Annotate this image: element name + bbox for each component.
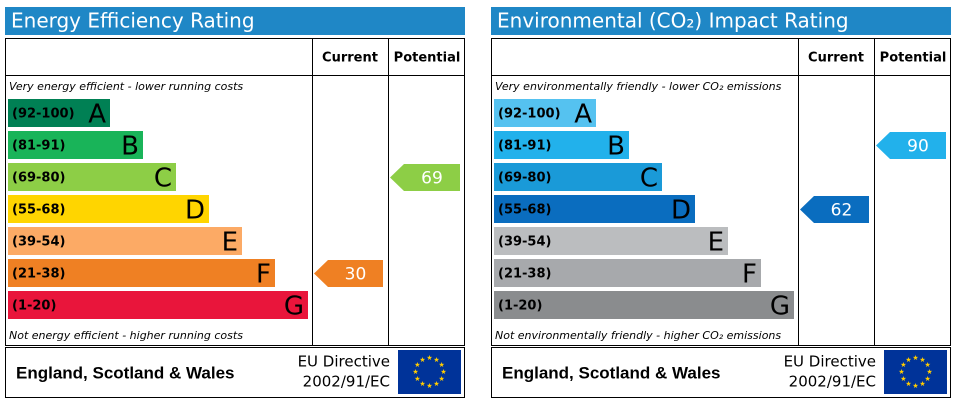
eu-star: ★	[900, 361, 906, 369]
eu-star: ★	[912, 382, 918, 390]
band-range: (39-54)	[12, 235, 65, 250]
band-letter: D	[185, 196, 205, 226]
band-letter: G	[284, 292, 304, 322]
footer-directive: EU Directive	[298, 353, 390, 371]
band-range: (39-54)	[498, 235, 551, 250]
rating-band	[494, 99, 596, 127]
eu-star: ★	[438, 375, 444, 383]
eu-star: ★	[924, 375, 930, 383]
rating-band	[8, 163, 176, 191]
band-range: (21-38)	[498, 267, 551, 282]
band-letter: A	[574, 100, 592, 130]
title-bar	[5, 7, 465, 35]
eu-star: ★	[438, 361, 444, 369]
band-letter: D	[671, 196, 691, 226]
band-range: (1-20)	[498, 299, 542, 314]
rating-arrow	[800, 196, 869, 223]
panel-title: Energy Efficiency Rating	[11, 9, 255, 33]
band-range: (55-68)	[12, 203, 65, 218]
rating-band	[8, 195, 209, 223]
eu-star: ★	[414, 375, 420, 383]
footer-frame	[5, 347, 465, 398]
eu-star: ★	[426, 354, 432, 362]
title-bar	[491, 7, 951, 35]
band-letter: A	[88, 100, 106, 130]
eu-star: ★	[419, 380, 425, 388]
eu-star: ★	[926, 368, 932, 376]
rating-value: 62	[831, 201, 853, 221]
rating-band	[8, 259, 275, 287]
rating-value: 69	[421, 169, 443, 189]
rating-band	[494, 131, 629, 159]
eu-star: ★	[419, 356, 425, 364]
rating-arrow	[314, 260, 383, 287]
eu-star: ★	[919, 356, 925, 364]
band-letter: C	[640, 164, 658, 194]
rating-band	[8, 131, 143, 159]
eu-star: ★	[433, 380, 439, 388]
rating-arrow	[876, 132, 946, 159]
panel-title: Environmental (CO₂) Impact Rating	[497, 9, 849, 33]
band-letter: F	[256, 260, 271, 290]
footer-directive: EU Directive	[784, 353, 876, 371]
band-range: (92-100)	[498, 107, 561, 122]
bottom-note: Not energy efficient - higher running co…	[9, 329, 243, 342]
col-header: Potential	[394, 51, 461, 66]
eu-star: ★	[426, 382, 432, 390]
eu-flag	[398, 350, 461, 394]
band-letter: G	[770, 292, 790, 322]
rating-band	[494, 163, 662, 191]
eu-star: ★	[898, 368, 904, 376]
col-header: Current	[322, 51, 378, 66]
top-note: Very environmentally friendly - lower CO…	[495, 80, 782, 93]
band-range: (81-91)	[498, 139, 551, 154]
rating-value: 90	[907, 137, 929, 157]
col-header: Potential	[880, 51, 947, 66]
eu-star: ★	[900, 375, 906, 383]
band-letter: C	[154, 164, 172, 194]
col-header: Current	[808, 51, 864, 66]
rating-band	[8, 99, 110, 127]
eu-star: ★	[433, 356, 439, 364]
rating-band	[8, 291, 308, 319]
eu-star: ★	[905, 380, 911, 388]
rating-band	[8, 227, 242, 255]
band-letter: E	[222, 228, 238, 258]
eu-star: ★	[412, 368, 418, 376]
band-letter: B	[121, 132, 139, 162]
eu-star: ★	[414, 361, 420, 369]
band-range: (21-38)	[12, 267, 65, 282]
band-letter: E	[708, 228, 724, 258]
footer-directive: 2002/91/EC	[303, 373, 390, 391]
band-range: (69-80)	[498, 171, 551, 186]
table-frame	[491, 38, 951, 346]
top-note: Very energy efficient - lower running co…	[9, 80, 243, 93]
band-range: (81-91)	[12, 139, 65, 154]
rating-band	[494, 195, 695, 223]
rating-value: 30	[345, 265, 367, 285]
rating-band	[494, 291, 794, 319]
band-range: (1-20)	[12, 299, 56, 314]
eu-star: ★	[919, 380, 925, 388]
footer-region: England, Scotland & Wales	[502, 363, 721, 382]
eu-star: ★	[440, 368, 446, 376]
table-frame	[5, 38, 465, 346]
footer-region: England, Scotland & Wales	[16, 363, 235, 382]
footer-frame	[491, 347, 951, 398]
bottom-note: Not environmentally friendly - higher CO…	[495, 329, 781, 342]
eu-star: ★	[905, 356, 911, 364]
rating-band	[494, 227, 728, 255]
band-range: (69-80)	[12, 171, 65, 186]
footer-directive: 2002/91/EC	[789, 373, 876, 391]
band-range: (55-68)	[498, 203, 551, 218]
rating-band	[494, 259, 761, 287]
rating-arrow	[390, 164, 460, 191]
band-letter: B	[607, 132, 625, 162]
eu-flag	[884, 350, 947, 394]
band-letter: F	[742, 260, 757, 290]
band-range: (92-100)	[12, 107, 75, 122]
eu-star: ★	[912, 354, 918, 362]
eu-star: ★	[924, 361, 930, 369]
